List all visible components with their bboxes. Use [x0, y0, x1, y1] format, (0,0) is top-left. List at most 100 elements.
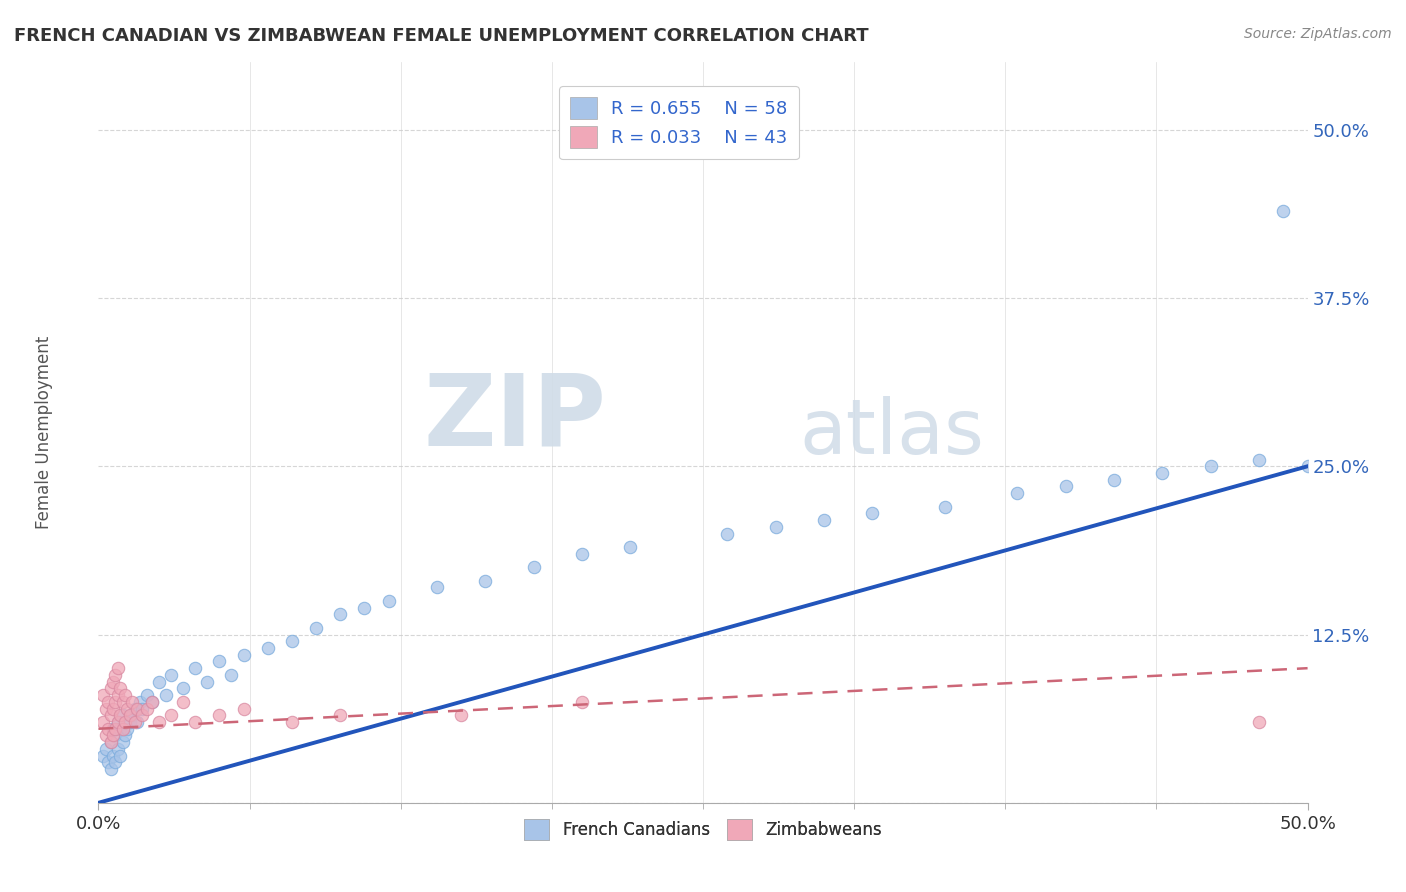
Point [127, 714, 149, 729]
Point [100, 762, 122, 776]
Point [100, 735, 122, 749]
Text: atlas: atlas [800, 396, 984, 469]
Point [305, 621, 328, 635]
Text: ZIP: ZIP [423, 369, 606, 467]
Point [104, 729, 127, 743]
Point [172, 695, 194, 709]
Point [117, 701, 139, 715]
Point [101, 748, 124, 763]
Point [107, 714, 129, 729]
Point [114, 714, 136, 729]
Point [131, 701, 153, 715]
Point [108, 708, 131, 723]
Point [281, 714, 304, 729]
Point [121, 695, 143, 709]
Text: Female Unemployment: Female Unemployment [35, 336, 53, 529]
Point [111, 735, 134, 749]
Point [160, 668, 183, 682]
Point [108, 681, 131, 696]
Point [353, 600, 375, 615]
Point [101, 729, 124, 743]
Point [1272, 203, 1295, 218]
Point [124, 701, 146, 715]
Point [860, 507, 883, 521]
Point [1249, 714, 1271, 729]
Point [91, 714, 114, 729]
Point [97, 695, 120, 709]
Point [107, 661, 129, 675]
Point [100, 708, 122, 723]
Point [108, 748, 131, 763]
Point [91, 688, 114, 702]
Point [571, 547, 593, 561]
Point [111, 695, 134, 709]
Point [184, 661, 207, 675]
Point [813, 513, 835, 527]
Text: FRENCH CANADIAN VS ZIMBABWEAN FEMALE UNEMPLOYMENT CORRELATION CHART: FRENCH CANADIAN VS ZIMBABWEAN FEMALE UNE… [14, 27, 869, 45]
Point [329, 708, 352, 723]
Point [135, 688, 157, 702]
Point [450, 708, 472, 723]
Point [101, 701, 124, 715]
Point [426, 581, 449, 595]
Point [97, 722, 120, 736]
Point [141, 695, 163, 709]
Point [1007, 486, 1029, 500]
Point [523, 560, 546, 574]
Legend: French Canadians, Zimbabweans: French Canadians, Zimbabweans [517, 813, 889, 847]
Point [208, 708, 231, 723]
Point [281, 634, 304, 648]
Point [100, 735, 122, 749]
Point [172, 681, 194, 696]
Point [107, 742, 129, 756]
Point [148, 674, 170, 689]
Point [91, 748, 114, 763]
Point [135, 701, 157, 715]
Point [1249, 452, 1271, 467]
Point [571, 695, 593, 709]
Point [114, 688, 136, 702]
Point [1199, 459, 1222, 474]
Point [104, 756, 127, 770]
Point [256, 640, 278, 655]
Point [131, 708, 153, 723]
Text: Source: ZipAtlas.com: Source: ZipAtlas.com [1244, 27, 1392, 41]
Point [118, 708, 141, 723]
Point [124, 714, 146, 729]
Point [141, 695, 163, 709]
Point [195, 674, 218, 689]
Point [111, 722, 134, 736]
Point [716, 526, 738, 541]
Point [104, 722, 127, 736]
Point [1054, 479, 1077, 493]
Point [107, 688, 129, 702]
Point [97, 756, 120, 770]
Point [934, 500, 956, 514]
Point [101, 722, 124, 736]
Point [1152, 466, 1174, 480]
Point [128, 695, 150, 709]
Point [94, 729, 117, 743]
Point [232, 701, 254, 715]
Point [100, 681, 122, 696]
Point [121, 708, 143, 723]
Point [108, 722, 131, 736]
Point [104, 695, 127, 709]
Point [1296, 459, 1319, 474]
Point [329, 607, 352, 622]
Point [619, 540, 641, 554]
Point [474, 574, 496, 588]
Point [160, 708, 183, 723]
Point [111, 708, 134, 723]
Point [765, 520, 787, 534]
Point [117, 722, 139, 736]
Point [148, 714, 170, 729]
Point [1102, 473, 1125, 487]
Point [377, 594, 399, 608]
Point [107, 714, 129, 729]
Point [155, 688, 177, 702]
Point [94, 742, 117, 756]
Point [208, 655, 231, 669]
Point [221, 668, 243, 682]
Point [94, 701, 117, 715]
